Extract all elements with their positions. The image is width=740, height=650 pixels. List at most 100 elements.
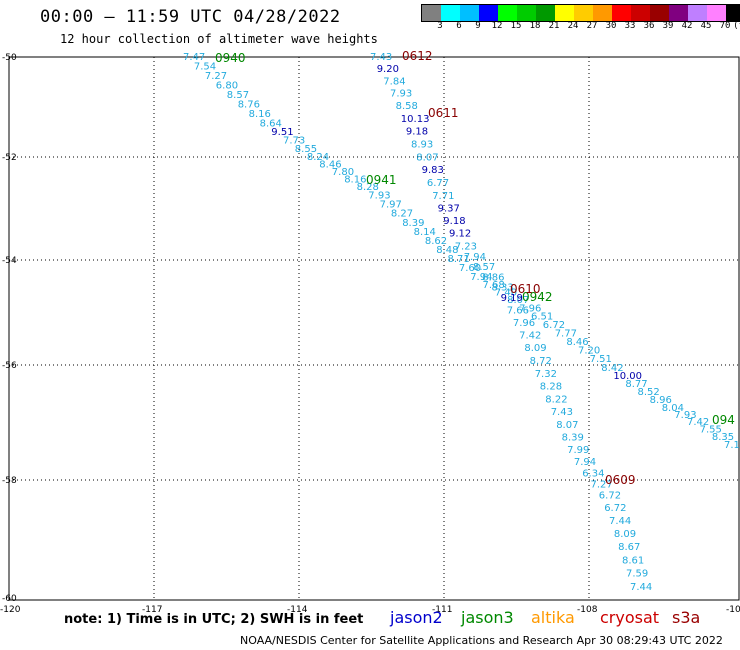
wave-height-value: 8.16: [249, 109, 271, 120]
color-scale-label: 15: [510, 21, 522, 31]
color-swatch: [612, 5, 631, 21]
wave-height-value: 7.42: [687, 417, 709, 428]
wave-height-value: 7.96: [519, 303, 541, 314]
wave-height-value: 8.64: [260, 119, 282, 130]
color-swatch: [498, 5, 517, 21]
wave-height-value: 7.93: [390, 88, 412, 99]
wave-height-value: 7.66: [507, 306, 529, 317]
color-swatch: [726, 5, 740, 21]
footer-note: note: 1) Time is in UTC; 2) SWH is in fe…: [64, 612, 364, 627]
color-swatch: [593, 5, 612, 21]
wave-height-value: 8.28: [540, 382, 562, 393]
color-swatch: [517, 5, 536, 21]
wave-height-value: 8.09: [614, 529, 636, 540]
wave-height-value: 8.04: [662, 403, 684, 414]
wave-height-value: 7.44: [630, 582, 652, 593]
color-scale-label: 39: [662, 21, 674, 31]
wave-height-value: 8.57: [473, 262, 495, 273]
wave-height-value: 8.96: [650, 395, 672, 406]
lat-label: -56: [2, 361, 17, 371]
wave-height-value: 8.93: [411, 140, 433, 151]
wave-height-value: 7.93: [368, 191, 390, 202]
wave-height-value: 8.39: [562, 433, 584, 444]
wave-height-value: 7.32: [535, 369, 557, 380]
wave-height-value: 7.73: [283, 136, 305, 147]
satellite-track-b: 7.439.207.847.938.5810.139.188.938.079.8…: [370, 52, 652, 593]
pass-time-label: 0612: [402, 49, 433, 63]
wave-height-value: 8.58: [396, 101, 418, 112]
wave-height-value: 8.77: [625, 379, 647, 390]
wave-height-value: 8.35: [712, 432, 734, 443]
color-swatch: [479, 5, 498, 21]
color-swatch: [650, 5, 669, 21]
wave-height-value: 7.27: [205, 71, 227, 82]
wave-height-value: 8.16: [344, 175, 366, 186]
color-scale-label: 18: [529, 21, 541, 31]
wave-height-value: 7.23: [455, 241, 477, 252]
legend-item-cryosat: cryosat: [600, 608, 660, 627]
wave-height-value: 8.46: [566, 337, 588, 348]
wave-height-value: 7.84: [383, 76, 405, 87]
color-scale-label: 30: [605, 21, 617, 31]
wave-height-value: 7.60: [459, 263, 481, 274]
wave-height-value: 8.57: [227, 90, 249, 101]
legend-item-jason3: jason3: [461, 608, 514, 627]
color-scale-label: 3: [437, 21, 443, 31]
wave-height-value: 7.96: [513, 318, 535, 329]
wave-height-value: 7.94: [574, 457, 596, 468]
wave-height-value: 8.07: [556, 420, 578, 431]
wave-height-value: 7.47: [183, 52, 205, 63]
wave-height-value: 7.80: [332, 167, 354, 178]
wave-height-value: 9.37: [438, 204, 460, 215]
wave-height-value: 7.94: [464, 252, 486, 263]
pass-time-labels: 0940 0941 0942 094 0612 0611 0610 0609: [215, 49, 735, 487]
wave-height-value: 7.42: [519, 330, 541, 341]
pass-time-label: 0609: [605, 473, 636, 487]
color-swatch: [631, 5, 650, 21]
wave-height-value: 10.00: [613, 371, 642, 382]
color-scale-label: 36: [643, 21, 655, 31]
wave-height-value: 10.13: [401, 114, 430, 125]
wave-height-value: 8.09: [524, 343, 546, 354]
wave-height-value: 8.27: [391, 209, 413, 220]
color-swatch: [555, 5, 574, 21]
wave-height-value: 8.52: [638, 387, 660, 398]
wave-height-value: 9.18: [443, 216, 465, 227]
wave-height-value: 9.51: [271, 127, 293, 138]
satellite-track-a: 7.477.547.276.808.578.768.168.649.517.73…: [183, 52, 740, 451]
color-scale-label: 9: [475, 21, 481, 31]
wave-height-value: 7.99: [567, 445, 589, 456]
legend-item-altika: altika: [531, 608, 575, 627]
pass-time-label: 0942: [522, 290, 553, 304]
wave-height-value: 7.20: [578, 346, 600, 357]
wave-height-value: 6.72: [604, 503, 626, 514]
wave-height-value: 8.86: [482, 272, 504, 283]
wave-height-value: 8.62: [425, 236, 447, 247]
color-scale-label: 70: [719, 21, 731, 31]
pass-time-label: 0611: [428, 106, 459, 120]
lat-label: -52: [2, 153, 17, 163]
lon-label: -117: [142, 605, 162, 615]
wave-height-value: 7.43: [551, 407, 573, 418]
page-title: 00:00 – 11:59 UTC 04/28/2022: [40, 7, 341, 27]
color-scale-label: 45: [700, 21, 712, 31]
wave-height-value: 8.48: [436, 245, 458, 256]
wave-height-value: 6.72: [599, 490, 621, 501]
wave-height-value: 7.15: [724, 440, 740, 451]
wave-height-value: 8.76: [238, 100, 260, 111]
lat-label: -60: [2, 594, 17, 604]
color-scale-label: 33: [624, 21, 636, 31]
color-swatch: [707, 5, 726, 21]
lon-label: -120: [0, 605, 21, 615]
color-swatch: [688, 5, 707, 21]
wave-height-value: 9.19: [501, 293, 523, 304]
lat-label: -54: [2, 256, 17, 266]
color-scale-label: 21: [548, 21, 560, 31]
axis-labels: -50 -52 -54 -56 -58 -60-120 -117 -114 -111 -108 -1…: [0, 53, 740, 615]
wave-height-value: 7.71: [432, 191, 454, 202]
color-scale-label: (ft): [733, 21, 740, 31]
wave-height-value: 8.61: [622, 556, 644, 567]
color-swatch: [669, 5, 688, 21]
map-frame: [8, 56, 740, 601]
